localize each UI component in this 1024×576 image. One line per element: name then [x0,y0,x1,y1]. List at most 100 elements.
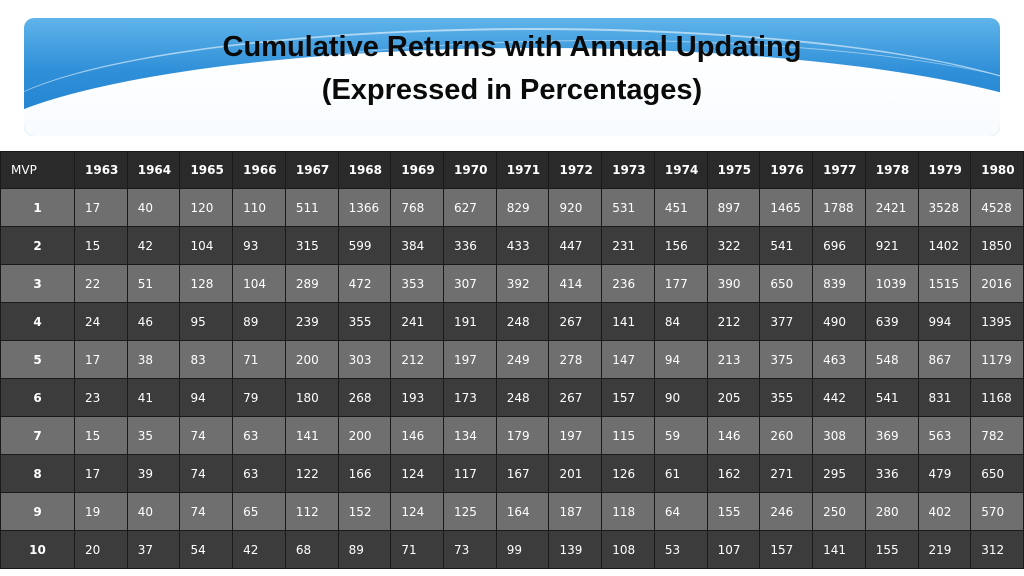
return-value-cell: 128 [179,264,234,303]
return-value-cell: 1395 [970,302,1024,341]
return-value-cell: 146 [706,416,761,455]
return-value-cell: 42 [232,530,286,569]
return-value-cell: 315 [284,226,339,265]
return-value-cell: 1850 [970,226,1024,265]
return-value-cell: 166 [337,454,392,493]
return-value-cell: 219 [917,530,972,569]
return-value-cell: 179 [495,416,550,455]
return-value-cell: 122 [284,454,339,493]
return-value-cell: 921 [864,226,919,265]
return-value-cell: 40 [126,188,181,227]
return-value-cell: 141 [812,530,866,569]
return-value-cell: 639 [864,302,919,341]
return-value-cell: 162 [706,454,761,493]
return-value-cell: 19 [74,492,128,531]
table-row: 7 15 35 74 63 141 200 146 134 179 197 115 59 146 260 30… [0,416,1024,455]
year-column-header: 1964 [126,151,181,189]
return-value-cell: 472 [337,264,392,303]
return-value-cell: 79 [232,378,286,417]
return-value-cell: 447 [548,226,603,265]
return-value-cell: 93 [232,226,286,265]
return-value-cell: 213 [706,340,761,379]
return-value-cell: 312 [970,530,1024,569]
return-value-cell: 479 [917,454,972,493]
return-value-cell: 1039 [864,264,919,303]
return-value-cell: 51 [126,264,181,303]
return-value-cell: 68 [284,530,339,569]
return-value-cell: 173 [443,378,497,417]
return-value-cell: 46 [126,302,181,341]
return-value-cell: 307 [443,264,497,303]
banner-swoosh-line [24,28,1000,136]
year-column-header: 1979 [917,151,972,189]
return-value-cell: 308 [812,416,866,455]
return-value-cell: 1402 [917,226,972,265]
return-value-cell: 126 [601,454,655,493]
return-value-cell: 599 [337,226,392,265]
return-value-cell: 89 [337,530,392,569]
year-column-header: 1969 [390,151,445,189]
return-value-cell: 54 [179,530,234,569]
year-column-header: 1966 [232,151,286,189]
return-value-cell: 377 [759,302,814,341]
year-column-header: 1980 [970,151,1024,189]
return-value-cell: 200 [337,416,392,455]
mvp-rank-cell: 1 [0,188,75,227]
return-value-cell: 124 [390,454,445,493]
return-value-cell: 141 [601,302,655,341]
return-value-cell: 241 [390,302,445,341]
return-value-cell: 40 [126,492,181,531]
return-value-cell: 355 [337,302,392,341]
return-value-cell: 271 [759,454,814,493]
return-value-cell: 164 [495,492,550,531]
return-value-cell: 73 [443,530,497,569]
return-value-cell: 37 [126,530,181,569]
return-value-cell: 65 [232,492,286,531]
return-value-cell: 20 [74,530,128,569]
return-value-cell: 541 [864,378,919,417]
year-column-header: 1963 [74,151,128,189]
return-value-cell: 249 [495,340,550,379]
return-value-cell: 231 [601,226,655,265]
return-value-cell: 246 [759,492,814,531]
return-value-cell: 124 [390,492,445,531]
year-column-header: 1973 [601,151,655,189]
return-value-cell: 248 [495,302,550,341]
return-value-cell: 4528 [970,188,1024,227]
return-value-cell: 187 [548,492,603,531]
return-value-cell: 250 [812,492,866,531]
mvp-rank-cell: 5 [0,340,75,379]
return-value-cell: 157 [601,378,655,417]
return-value-cell: 139 [548,530,603,569]
return-value-cell: 303 [337,340,392,379]
return-value-cell: 155 [864,530,919,569]
return-value-cell: 118 [601,492,655,531]
year-column-header: 1972 [548,151,603,189]
return-value-cell: 112 [284,492,339,531]
year-column-header: 1978 [864,151,919,189]
return-value-cell: 1366 [337,188,392,227]
return-value-cell: 71 [390,530,445,569]
return-value-cell: 83 [179,340,234,379]
year-column-header: 1977 [812,151,866,189]
slide-subtitle: (Expressed in Percentages) [321,74,703,106]
return-value-cell: 61 [653,454,708,493]
return-value-cell: 117 [443,454,497,493]
return-value-cell: 392 [495,264,550,303]
return-value-cell: 897 [706,188,761,227]
return-value-cell: 104 [179,226,234,265]
return-value-cell: 141 [284,416,339,455]
return-value-cell: 239 [284,302,339,341]
return-value-cell: 1515 [917,264,972,303]
return-value-cell: 570 [970,492,1024,531]
return-value-cell: 74 [179,416,234,455]
table-row: 3 22 51 128 104 289 472 353 307 392 414 236 177 390 65… [0,264,1024,303]
return-value-cell: 63 [232,416,286,455]
return-value-cell: 115 [601,416,655,455]
return-value-cell: 490 [812,302,866,341]
table-row: 2 15 42 104 93 315 599 384 336 433 447 231 156 322 541… [0,226,1024,265]
return-value-cell: 375 [759,340,814,379]
return-value-cell: 782 [970,416,1024,455]
return-value-cell: 53 [653,530,708,569]
return-value-cell: 125 [443,492,497,531]
